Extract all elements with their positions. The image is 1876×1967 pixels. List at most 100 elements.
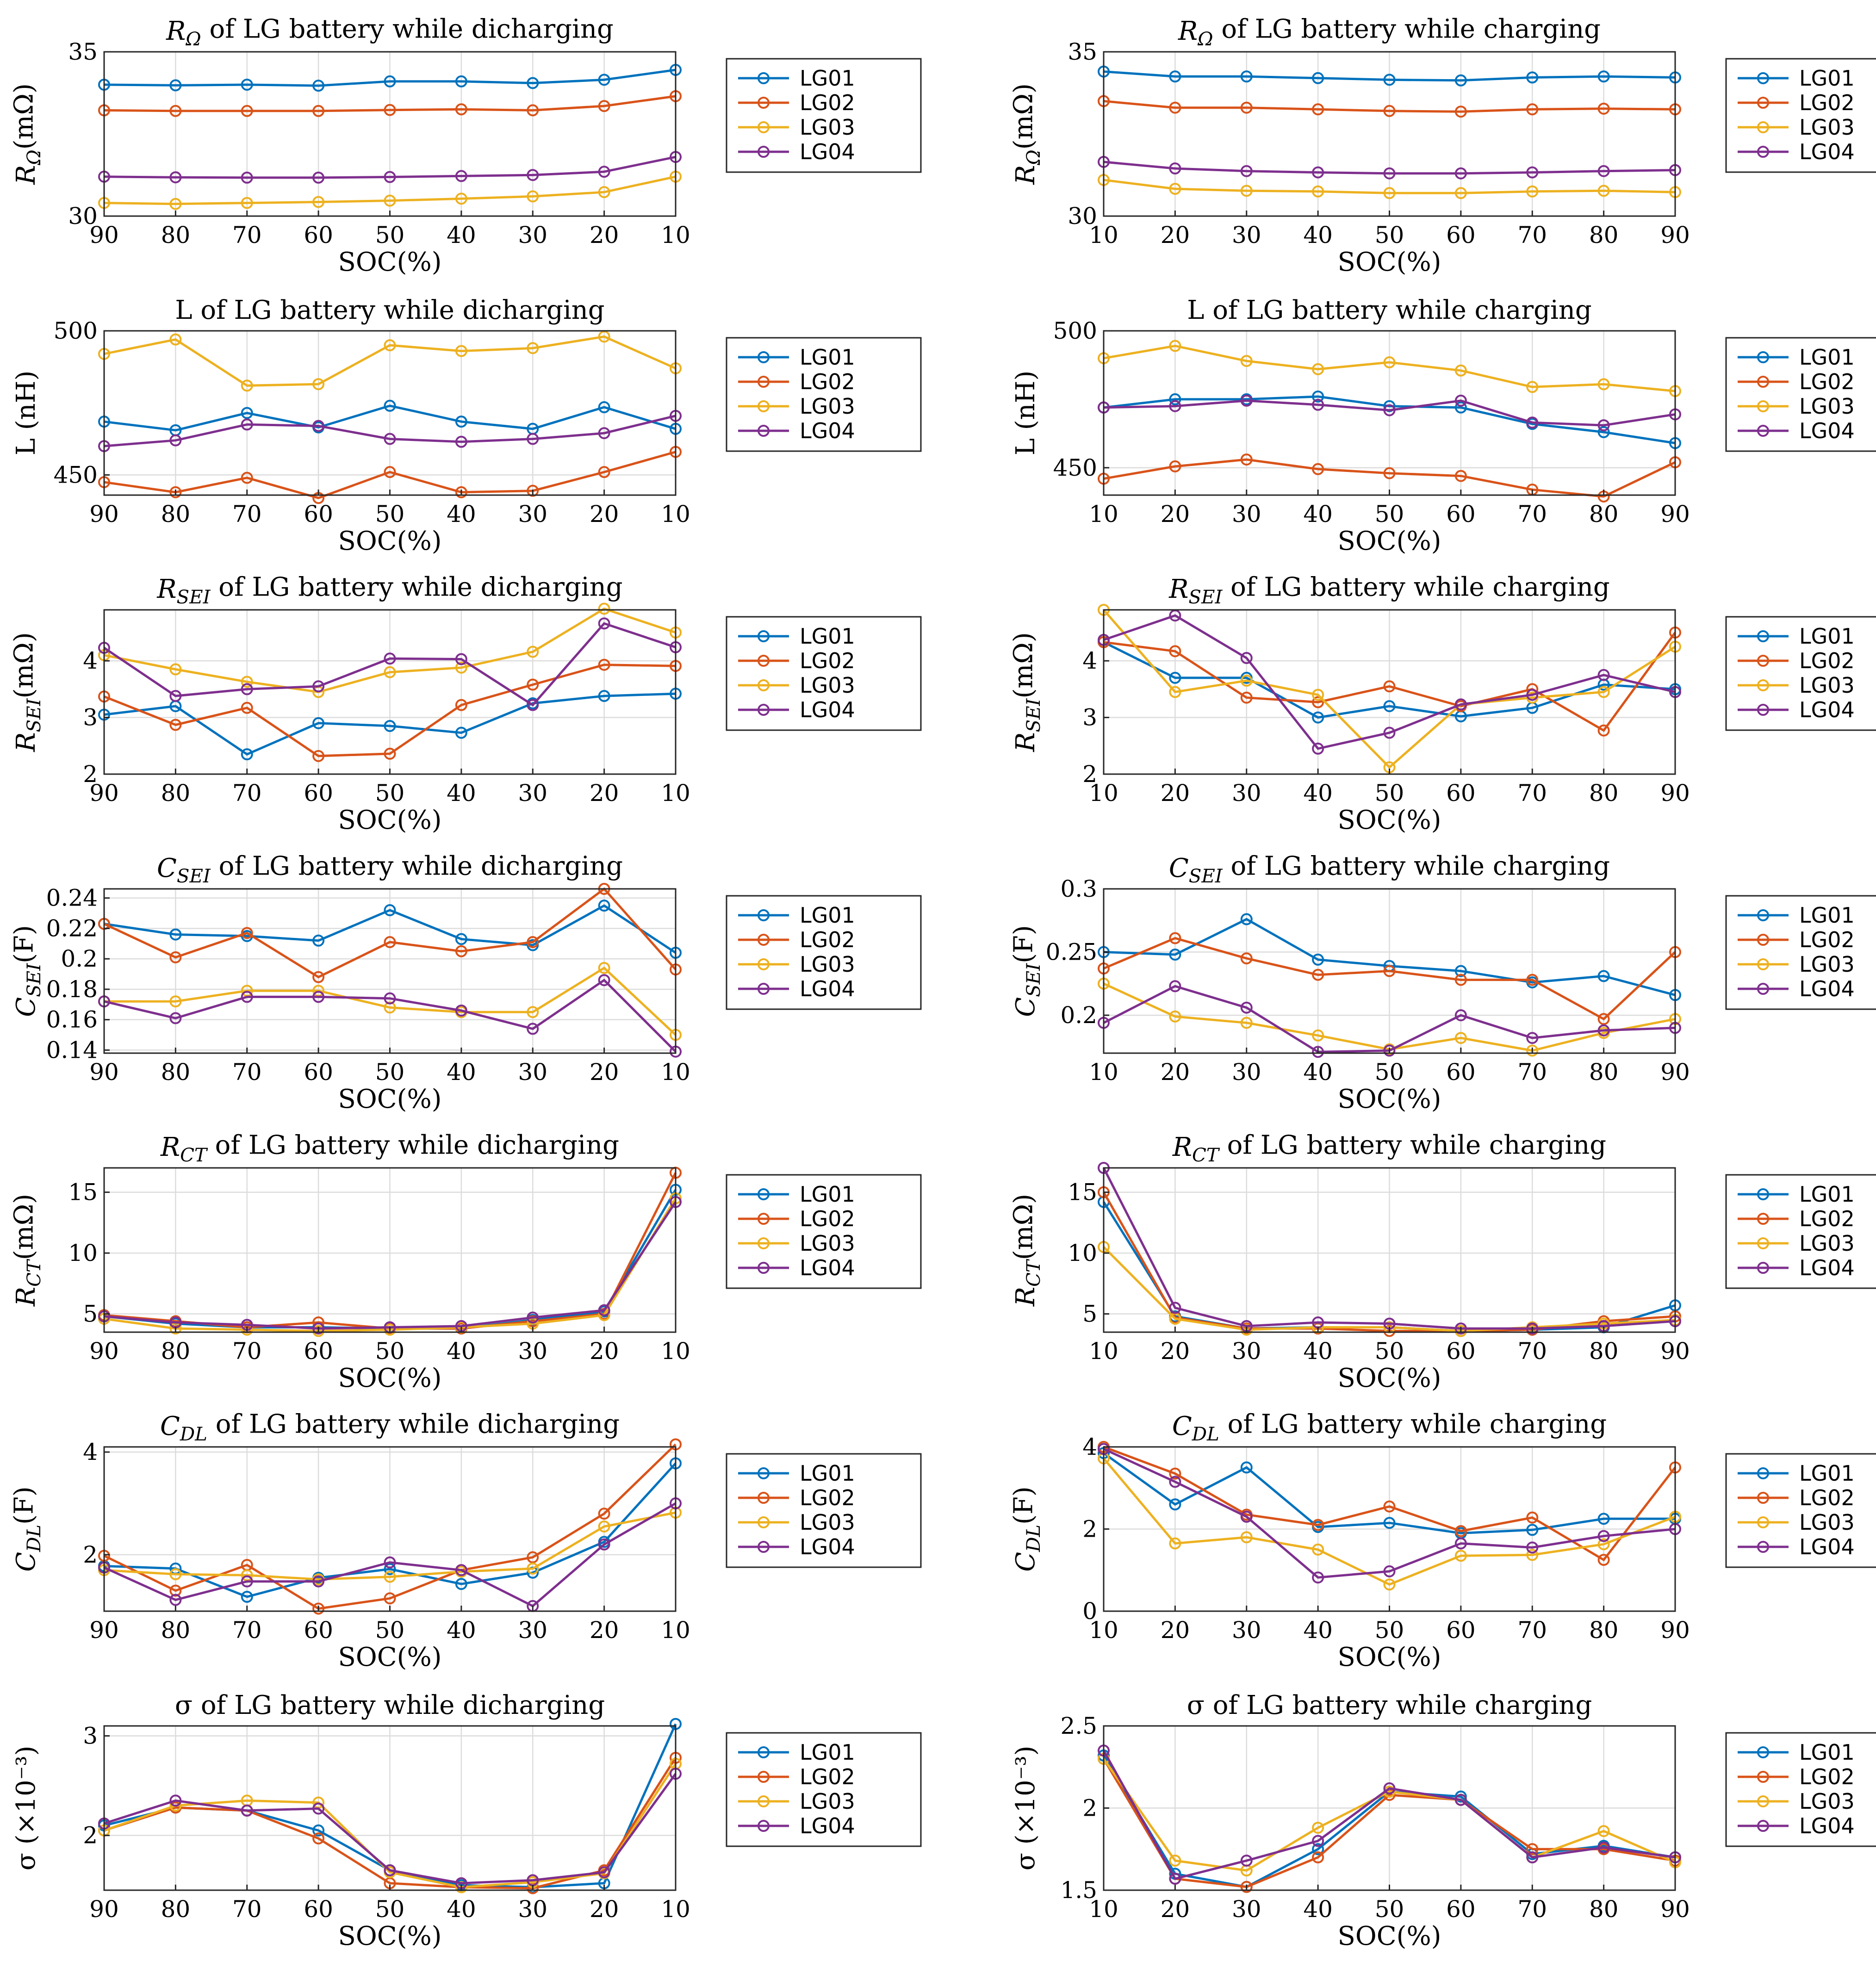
data-point-lg03: [312, 378, 325, 391]
chart-title: σ of LG battery while dicharging: [175, 1690, 605, 1720]
legend-marker-lg03: [1757, 121, 1769, 133]
series-line-lg02: [103, 887, 677, 979]
data-point-lg03: [1597, 185, 1610, 197]
x-axis-label: SOC(%): [338, 1363, 441, 1393]
x-tick-label: 40: [447, 222, 476, 248]
data-point-lg01: [1312, 711, 1324, 724]
series-line-lg02: [1103, 632, 1677, 732]
data-point-lg01: [312, 80, 325, 92]
legend-label-lg03: LG03: [800, 1510, 855, 1535]
y-axis-label: CDL(F): [9, 1486, 45, 1572]
series-line-lg04: [104, 155, 676, 179]
legend-marker-lg02: [1757, 655, 1769, 667]
data-point-lg03: [455, 192, 467, 205]
y-tick-label: 4: [83, 647, 98, 674]
series-line-lg03: [1103, 344, 1676, 392]
chart-9: 90 80 70 60 50 40 30 20 10 5 10 15 RCT of LG battery…: [9, 1130, 922, 1393]
x-tick-label: 70: [232, 1617, 262, 1644]
data-point-lg03: [1312, 185, 1324, 198]
legend-label-lg02: LG02: [1799, 927, 1855, 952]
data-point-lg02: [1597, 1013, 1610, 1025]
data-point-lg03: [169, 333, 182, 346]
x-tick-label: 60: [1446, 222, 1476, 248]
legend-label-lg02: LG02: [800, 927, 855, 952]
chart-title: RΩ of LG battery while dicharging: [166, 14, 614, 50]
y-tick-label: 2.5: [1060, 1713, 1097, 1739]
x-tick-label: 50: [375, 222, 405, 248]
x-tick-label: 60: [1446, 501, 1476, 527]
legend-marker-lg01: [758, 909, 770, 921]
data-point-lg02: [1526, 1511, 1539, 1524]
data-point-lg01: [312, 717, 325, 729]
data-point-lg04: [241, 1804, 253, 1817]
x-tick-label: 60: [1446, 1059, 1476, 1086]
x-tick-label: 50: [375, 1338, 405, 1365]
legend-marker-lg03: [758, 679, 770, 691]
x-tick-label: 40: [1303, 1059, 1333, 1086]
data-point-lg04: [312, 420, 325, 432]
x-tick-label: 10: [661, 1338, 690, 1365]
data-point-lg03: [1383, 356, 1396, 369]
data-point-lg04: [1526, 1322, 1539, 1335]
data-point-lg04: [1240, 165, 1253, 177]
data-point-lg02: [312, 1602, 325, 1615]
data-point-lg04: [1383, 1565, 1396, 1577]
legend-marker-lg03: [758, 1516, 770, 1528]
chart-title: L of LG battery while charging: [1187, 295, 1592, 325]
data-point-lg02: [1383, 1325, 1396, 1337]
data-point-lg03: [1597, 1825, 1610, 1837]
x-tick-label: 90: [1660, 501, 1690, 527]
x-tick-label: 50: [1375, 1059, 1404, 1086]
data-point-lg04: [1169, 400, 1181, 412]
data-point-lg02: [1454, 470, 1467, 482]
x-tick-label: 50: [1375, 1617, 1404, 1644]
x-tick-label: 40: [1303, 222, 1333, 248]
series-line-lg04: [104, 415, 676, 447]
x-tick-label: 30: [1232, 1617, 1261, 1644]
data-point-lg01: [1454, 74, 1467, 87]
data-point-lg02: [1597, 102, 1610, 115]
legend-label-lg04: LG04: [1799, 1534, 1855, 1559]
data-point-lg02: [1312, 968, 1324, 981]
y-tick-label: 0.25: [1046, 939, 1097, 966]
data-point-lg02: [1240, 952, 1253, 965]
x-tick-label: 80: [1589, 1338, 1619, 1365]
data-point-lg02: [1169, 1467, 1181, 1480]
x-axis-label: SOC(%): [1337, 805, 1441, 835]
x-tick-label: 60: [1446, 1896, 1476, 1923]
data-point-lg04: [1312, 1046, 1324, 1058]
series-line-lg02: [104, 664, 676, 757]
x-tick-label: 80: [1589, 1617, 1619, 1644]
legend-label-lg02: LG02: [1799, 90, 1855, 115]
data-point-lg02: [1312, 463, 1324, 475]
data-point-lg04: [1169, 1873, 1181, 1885]
y-axis-label: RΩ(mΩ): [9, 83, 45, 185]
data-point-lg01: [1169, 671, 1181, 684]
data-point-lg04: [598, 166, 610, 178]
y-tick-label: 30: [1068, 203, 1097, 230]
data-point-lg03: [241, 676, 253, 688]
x-tick-label: 60: [304, 1059, 333, 1086]
legend-label-lg02: LG02: [1799, 1764, 1855, 1789]
data-point-lg01: [1312, 1843, 1324, 1855]
data-point-lg04: [1312, 1571, 1324, 1584]
chart-5: 90 80 70 60 50 40 30 20 10 2 3 4 RSEI of LG battery …: [9, 572, 922, 835]
data-point-lg03: [1240, 1531, 1253, 1544]
x-tick-label: 40: [447, 780, 476, 807]
data-point-lg03: [598, 1520, 610, 1533]
x-axis-label: SOC(%): [338, 805, 441, 835]
data-point-lg04: [169, 1594, 182, 1606]
legend-marker-lg03: [1757, 1795, 1769, 1807]
data-point-lg02: [598, 658, 610, 671]
x-tick-label: 40: [1303, 1896, 1333, 1923]
data-point-lg03: [527, 1562, 539, 1575]
x-tick-label: 80: [161, 780, 191, 807]
legend-label-lg01: LG01: [800, 624, 855, 649]
legend-label-lg04: LG04: [800, 418, 855, 443]
legend-marker-lg02: [1757, 1213, 1769, 1225]
data-point-lg02: [384, 1592, 396, 1605]
data-point-lg04: [1526, 1032, 1539, 1044]
